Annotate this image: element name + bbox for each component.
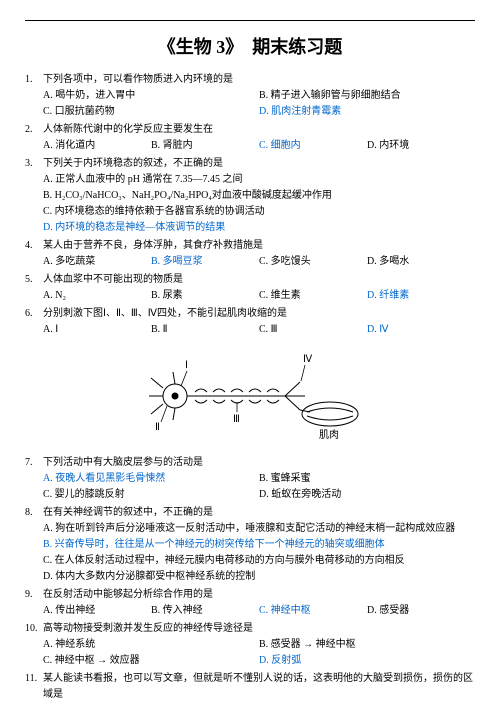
option-item: A. N₂ — [43, 288, 151, 304]
option-item: B. 传入神经 — [151, 603, 259, 619]
question-number: 8. — [25, 505, 43, 521]
question-text: 某人能读书看报，也可以写文章，但就是听不懂别人说的话，这表明他的大脑受到损伤，损… — [43, 671, 475, 703]
option-item: B. Ⅱ — [151, 322, 259, 338]
label-iii: Ⅲ — [233, 414, 240, 425]
option-item: C. 婴儿的膝跳反射 — [43, 487, 259, 503]
label-i: Ⅰ — [185, 360, 188, 371]
question-number: 1. — [25, 72, 43, 88]
question-text: 在反射活动中能够起分析综合作用的是 — [43, 587, 475, 603]
option-item: B. 蜜蜂采蜜 — [259, 471, 475, 487]
option-item: C. 神经中枢 — [259, 603, 367, 619]
question-text: 在有关神经调节的叙述中，不正确的是 — [43, 505, 475, 521]
option-item: B. 感受器 → 神经中枢 — [259, 637, 475, 653]
question-text: 分别刺激下图Ⅰ、Ⅱ、Ⅲ、Ⅳ四处，不能引起肌肉收缩的是 — [43, 306, 475, 322]
option-item: A. 正常人血液中的 pH 通常在 7.35—7.45 之间 — [43, 172, 475, 188]
question-number: 10. — [25, 621, 43, 637]
option-item: A. 喝牛奶，进入胃中 — [43, 88, 259, 104]
question-item: 9.在反射活动中能够起分析综合作用的是A. 传出神经B. 传入神经C. 神经中枢… — [25, 587, 475, 619]
option-item: D. 感受器 — [367, 603, 475, 619]
option-item: A. 传出神经 — [43, 603, 151, 619]
option-item: C. 细胞内 — [259, 138, 367, 154]
questions-top: 1.下列各项中，可以看作物质进入内环境的是A. 喝牛奶，进入胃中B. 精子进入输… — [25, 72, 475, 338]
question-item: 3.下列关于内环境稳态的叙述，不正确的是A. 正常人血液中的 pH 通常在 7.… — [25, 156, 475, 236]
option-item: B. 兴奋传导时，往往是从一个神经元的树突传给下一个神经元的轴突或细胞体 — [43, 537, 475, 553]
option-item: D. 蚯蚁在旁晚活动 — [259, 487, 475, 503]
option-item: C. 维生素 — [259, 288, 367, 304]
option-item: D. Ⅳ — [367, 322, 475, 338]
option-item: A. 多吃蔬菜 — [43, 254, 151, 270]
question-item: 4.某人由于营养不良，身体浮肿，其食疗补救措施是A. 多吃蔬菜B. 多喝豆浆C.… — [25, 238, 475, 270]
question-item: 6.分别刺激下图Ⅰ、Ⅱ、Ⅲ、Ⅳ四处，不能引起肌肉收缩的是A. ⅠB. ⅡC. Ⅲ… — [25, 306, 475, 338]
question-number: 4. — [25, 238, 43, 254]
question-number: 3. — [25, 156, 43, 172]
label-iv: Ⅳ — [303, 354, 313, 365]
option-item: D. 内环境 — [367, 138, 475, 154]
option-item: C. 内环境稳态的维持依赖于各器官系统的协调活动 — [43, 204, 475, 220]
question-number: 5. — [25, 272, 43, 288]
page-title: 《生物 3》 期末练习题 — [25, 33, 475, 62]
question-text: 下列活动中有大脑皮层参与的活动是 — [43, 455, 475, 471]
option-item: D. 肌肉注射青霉素 — [259, 104, 475, 120]
question-number: 6. — [25, 306, 43, 322]
option-item: C. 在人体反射活动过程中，神经元膜内电荷移动的方向与膜外电荷移动的方向相反 — [43, 553, 475, 569]
questions-bottom: 7.下列活动中有大脑皮层参与的活动是A. 夜晚人看见黑影毛骨悚然B. 蜜蜂采蜜C… — [25, 455, 475, 703]
option-item: A. 神经系统 — [43, 637, 259, 653]
question-text: 下列关于内环境稳态的叙述，不正确的是 — [43, 156, 475, 172]
question-number: 2. — [25, 122, 43, 138]
option-item: B. 多喝豆浆 — [151, 254, 259, 270]
question-item: 2.人体新陈代谢中的化学反应主要发生在A. 消化道内B. 肾脏内C. 细胞内D.… — [25, 122, 475, 154]
question-number: 9. — [25, 587, 43, 603]
option-item: D. 反射弧 — [259, 653, 475, 669]
option-item: B. 肾脏内 — [151, 138, 259, 154]
question-text: 高等动物接受刺激并发生反应的神经传导途径是 — [43, 621, 475, 637]
question-item: 5.人体血浆中不可能出现的物质是A. N₂B. 尿素C. 维生素D. 纤维素 — [25, 272, 475, 304]
option-item: D. 纤维素 — [367, 288, 475, 304]
option-item: A. 夜晚人看见黑影毛骨悚然 — [43, 471, 259, 487]
option-item: C. Ⅲ — [259, 322, 367, 338]
question-number: 11. — [25, 671, 43, 687]
option-item: D. 内环境的稳态是神经—体液调节的结果 — [43, 220, 475, 236]
question-item: 8.在有关神经调节的叙述中，不正确的是A. 狗在听到铃声后分泌唾液这一反射活动中… — [25, 505, 475, 585]
option-item: A. Ⅰ — [43, 322, 151, 338]
label-ii: Ⅱ — [155, 422, 160, 433]
option-item: D. 多喝水 — [367, 254, 475, 270]
question-text: 某人由于营养不良，身体浮肿，其食疗补救措施是 — [43, 238, 475, 254]
question-item: 11.某人能读书看报，也可以写文章，但就是听不懂别人说的话，这表明他的大脑受到损… — [25, 671, 475, 703]
question-text: 下列各项中，可以看作物质进入内环境的是 — [43, 72, 475, 88]
option-item: A. 消化道内 — [43, 138, 151, 154]
option-item: C. 口服抗菌药物 — [43, 104, 259, 120]
question-number: 7. — [25, 455, 43, 471]
option-item: C. 多吃馒头 — [259, 254, 367, 270]
label-muscle: 肌肉 — [319, 428, 339, 441]
option-item: B. 尿素 — [151, 288, 259, 304]
neuron-diagram: Ⅰ Ⅱ Ⅲ Ⅳ 肌肉 — [25, 346, 475, 447]
question-item: 10.高等动物接受刺激并发生反应的神经传导途径是A. 神经系统B. 感受器 → … — [25, 621, 475, 669]
question-item: 7.下列活动中有大脑皮层参与的活动是A. 夜晚人看见黑影毛骨悚然B. 蜜蜂采蜜C… — [25, 455, 475, 503]
option-item: D. 体内大多数内分泌腺都受中枢神经系统的控制 — [43, 569, 475, 585]
question-text: 人体血浆中不可能出现的物质是 — [43, 272, 475, 288]
option-item: A. 狗在听到铃声后分泌唾液这一反射活动中，唾液腺和支配它活动的神经末梢一起构成… — [43, 521, 475, 537]
option-item: B. H₂CO₃/NaHCO₃、NaH₂PO₄/Na₂HPO₄对血液中酸碱度起缓… — [43, 188, 475, 204]
question-item: 1.下列各项中，可以看作物质进入内环境的是A. 喝牛奶，进入胃中B. 精子进入输… — [25, 72, 475, 120]
option-item: C. 神经中枢 → 效应器 — [43, 653, 259, 669]
question-text: 人体新陈代谢中的化学反应主要发生在 — [43, 122, 475, 138]
option-item: B. 精子进入输卵管与卵细胞结合 — [259, 88, 475, 104]
